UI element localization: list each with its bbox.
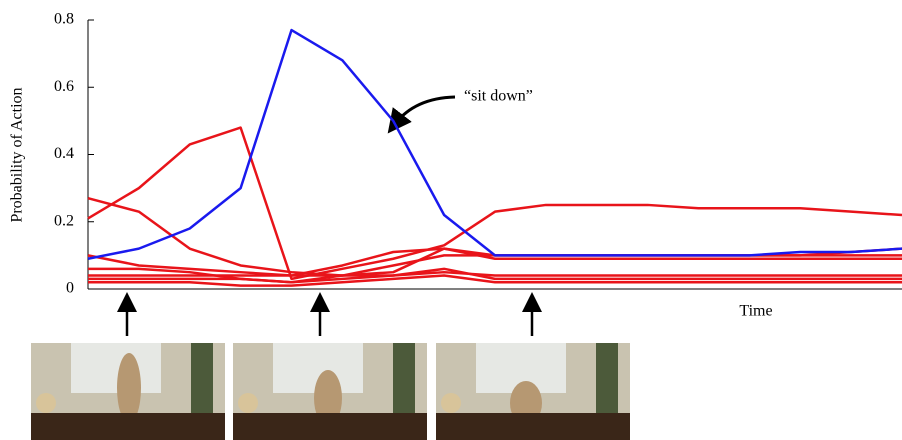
y-tick-label: 0.8 [54,11,74,28]
annotation: “sit down” [464,88,533,105]
series-line [88,198,902,275]
y-tick-label: 0.6 [54,78,74,95]
series-line [88,30,902,259]
chart: Probability of Action Time “sit down” 0 0… [0,0,902,440]
x-axis-label: Time [739,303,772,320]
y-tick-label: 0 [66,280,74,297]
video-frames [31,343,630,440]
annotation-arrow [395,97,455,124]
y-axis-label: Probability of Action [9,87,26,222]
series-line [88,276,902,286]
y-tick-label: 0.4 [54,145,74,162]
y-tick-label: 0.2 [54,212,74,229]
frame-arrows [127,302,532,336]
